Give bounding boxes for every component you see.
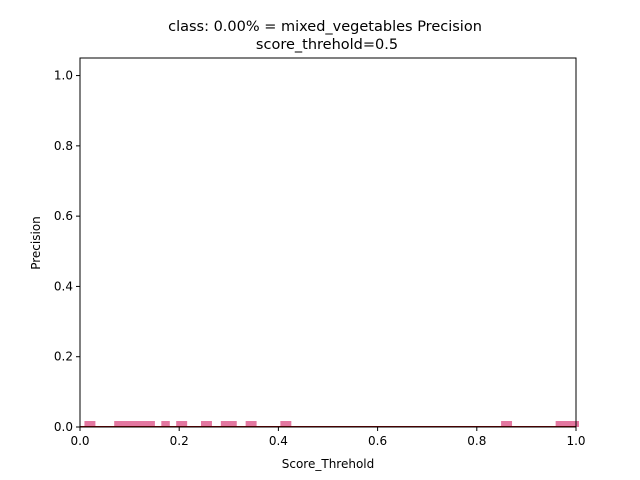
data-point	[163, 421, 170, 427]
data-point	[181, 421, 188, 427]
x-tick-label: 0.6	[368, 434, 387, 448]
x-tick-label: 0.8	[467, 434, 486, 448]
y-tick-label: 1.0	[54, 69, 73, 83]
x-tick-label: 0.2	[170, 434, 189, 448]
data-point	[89, 421, 96, 427]
data-point	[131, 421, 138, 427]
y-tick-label: 0.8	[54, 139, 73, 153]
x-tick-label: 0.0	[70, 434, 89, 448]
chart-subtitle: score_threhold=0.5	[256, 37, 398, 53]
y-tick-label: 0.2	[54, 350, 73, 364]
data-point	[506, 421, 513, 427]
data-point	[205, 421, 212, 427]
data-point	[230, 421, 237, 427]
x-axis-ticks: 0.0 0.2 0.4 0.6 0.8 1.0	[70, 427, 586, 448]
data-marks	[80, 421, 579, 427]
x-axis-label: Score_Threhold	[282, 457, 375, 471]
y-axis-ticks: 0.0 0.2 0.4 0.6 0.8 1.0	[54, 69, 80, 434]
y-axis-label: Precision	[29, 216, 43, 270]
x-tick-label: 0.4	[269, 434, 288, 448]
data-point	[148, 421, 155, 427]
y-tick-label: 0.4	[54, 279, 73, 293]
chart-title: class: 0.00% = mixed_vegetables Precisio…	[168, 19, 482, 35]
plot-frame	[79, 57, 577, 428]
y-tick-label: 0.0	[54, 420, 73, 434]
x-tick-label: 1.0	[566, 434, 585, 448]
data-point	[250, 421, 257, 427]
y-tick-label: 0.6	[54, 209, 73, 223]
data-point	[285, 421, 292, 427]
plot-area	[80, 58, 576, 427]
